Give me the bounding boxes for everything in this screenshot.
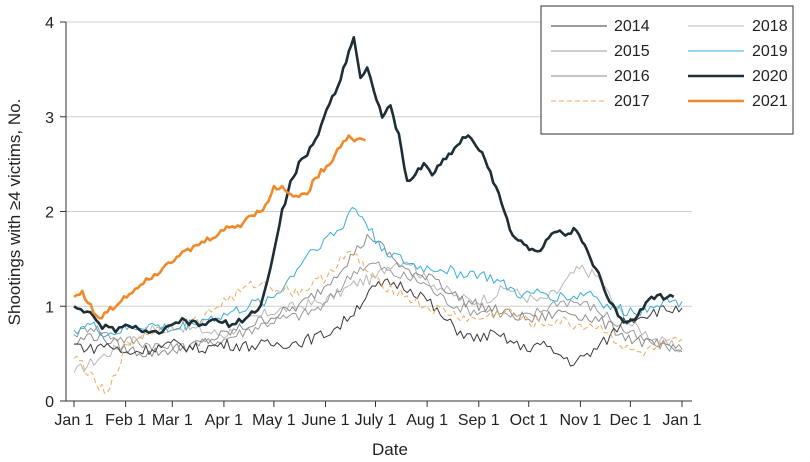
x-tick-label: Jan 1: [54, 412, 93, 429]
x-axis-label: Date: [372, 440, 408, 459]
x-tick-label: Apr 1: [205, 412, 243, 429]
x-tick-label: July 1: [355, 412, 397, 429]
legend-label-2017: 2017: [614, 93, 650, 110]
legend-label-2020: 2020: [752, 68, 788, 85]
series-line-2017: [73, 250, 683, 394]
x-tick-label: Aug 1: [406, 412, 448, 429]
y-tick-label: 2: [45, 205, 54, 222]
series-line-2019: [73, 207, 683, 338]
series-layer: [73, 35, 683, 394]
x-tick-label: Oct 1: [510, 412, 548, 429]
legend-label-2016: 2016: [614, 68, 650, 85]
series-line-2015: [73, 261, 683, 354]
legend-label-2018: 2018: [752, 18, 788, 35]
y-tick-labels: 0 1 2 3 4: [45, 15, 66, 411]
legend-label-2021: 2021: [752, 93, 788, 110]
series-line-2014: [73, 278, 683, 367]
legend-label-2015: 2015: [614, 43, 650, 60]
y-tick-label: 1: [45, 299, 54, 316]
x-tick-label: May 1: [252, 412, 296, 429]
y-tick-label: 4: [45, 15, 54, 32]
series-line-2021: [73, 134, 366, 320]
legend-label-2014: 2014: [614, 18, 650, 35]
x-tick-label: Sep 1: [458, 412, 500, 429]
x-tick-label: Mar 1: [152, 412, 193, 429]
series-line-2020: [73, 35, 675, 335]
x-tick-label: Nov 1: [559, 412, 601, 429]
series-line-2016: [73, 233, 683, 358]
y-axis-label: Shootings with ≥4 victims, No.: [5, 99, 24, 326]
x-tick-label: Dec 1: [609, 412, 651, 429]
legend-label-2019: 2019: [752, 43, 788, 60]
x-tick-label: Jan 1: [662, 412, 701, 429]
legend-box: [540, 5, 794, 135]
x-tick-labels: Jan 1 Feb 1 Mar 1 Apr 1 May 1 June 1 July 1 Aug…: [54, 401, 702, 429]
x-tick-label: June 1: [302, 412, 350, 429]
y-tick-label: 3: [45, 110, 54, 127]
legend: 2014 2015 2016 2017 2018 2019 2020 2021: [540, 5, 794, 135]
y-tick-label: 0: [45, 394, 54, 411]
x-tick-label: Feb 1: [105, 412, 146, 429]
